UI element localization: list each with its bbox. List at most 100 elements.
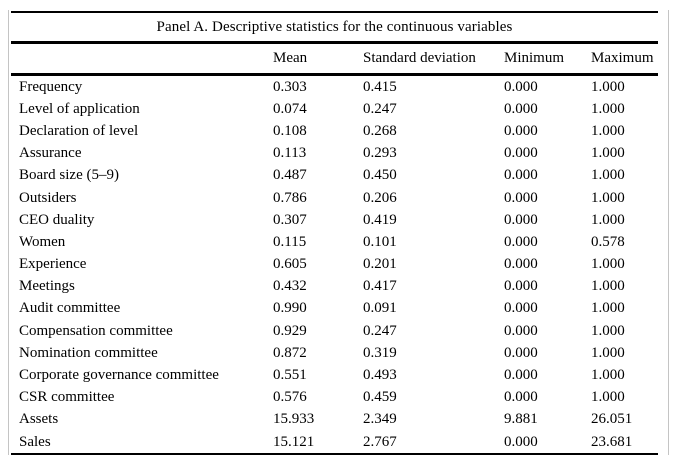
cell-sd: 0.206 [363,189,397,206]
cell-max: 26.051 [591,411,633,428]
cell-mean: 0.990 [273,300,307,317]
cell-mean: 0.872 [273,344,307,361]
cell-max: 0.578 [591,233,625,250]
row-label: Women [19,233,66,250]
cell-max: 1.000 [591,167,625,184]
rule-top [11,11,658,13]
cell-max: 23.681 [591,433,633,450]
cell-mean: 0.307 [273,211,307,228]
cell-min: 0.000 [504,78,538,95]
cell-max: 1.000 [591,300,625,317]
cell-mean: 0.551 [273,367,307,384]
row-label: Audit committee [19,300,121,317]
cell-sd: 0.319 [363,344,397,361]
column-header-mean: Mean [273,50,308,66]
cell-mean: 15.933 [273,411,315,428]
cell-max: 1.000 [591,100,625,117]
column-header-min: Minimum [504,50,565,66]
cell-max: 1.000 [591,211,625,228]
cell-min: 0.000 [504,322,538,339]
cell-max: 1.000 [591,145,625,162]
cell-mean: 0.108 [273,122,307,139]
cell-sd: 0.415 [363,78,397,95]
table-row: Experience 0.605 0.201 0.000 1.000 [11,254,658,276]
row-label: Nomination committee [19,344,158,361]
cell-sd: 0.459 [363,389,397,406]
cell-max: 1.000 [591,322,625,339]
cell-mean: 0.487 [273,167,307,184]
cell-max: 1.000 [591,278,625,295]
cell-mean: 0.303 [273,78,307,95]
cell-mean: 0.432 [273,278,307,295]
cell-min: 0.000 [504,189,538,206]
column-header-max: Maximum [591,50,654,66]
row-label: CEO duality [19,211,95,228]
row-label: Experience [19,256,87,273]
cell-sd: 0.417 [363,278,397,295]
table-row: Nomination committee 0.872 0.319 0.000 1… [11,342,658,364]
row-label: Assets [19,411,59,428]
cell-min: 0.000 [504,122,538,139]
table-row: CEO duality 0.307 0.419 0.000 1.000 [11,209,658,231]
cell-mean: 15.121 [273,433,315,450]
row-label: Meetings [19,278,75,295]
row-label: Declaration of level [19,122,139,139]
table-row: Board size (5–9) 0.487 0.450 0.000 1.000 [11,165,658,187]
row-label: Frequency [19,78,83,95]
column-header-row: Mean Standard deviation Minimum Maximum [11,44,658,73]
table-row: Outsiders 0.786 0.206 0.000 1.000 [11,187,658,209]
table-row: Audit committee 0.990 0.091 0.000 1.000 [11,298,658,320]
cell-min: 0.000 [504,389,538,406]
cell-mean: 0.576 [273,389,307,406]
cell-sd: 0.201 [363,256,397,273]
cell-min: 0.000 [504,300,538,317]
rule-below-title [11,41,658,44]
table-row: Women 0.115 0.101 0.000 0.578 [11,231,658,253]
cell-min: 0.000 [504,211,538,228]
cell-sd: 0.450 [363,167,397,184]
cell-min: 0.000 [504,278,538,295]
cell-sd: 0.247 [363,100,397,117]
cell-max: 1.000 [591,256,625,273]
table-row: CSR committee 0.576 0.459 0.000 1.000 [11,387,658,409]
table-row: Assets 15.933 2.349 9.881 26.051 [11,409,658,431]
row-label: Sales [19,433,51,450]
row-label: Board size (5–9) [19,167,119,184]
cell-mean: 0.786 [273,189,307,206]
cell-mean: 0.115 [273,233,307,250]
cell-max: 1.000 [591,189,625,206]
cell-mean: 0.929 [273,322,307,339]
cell-sd: 2.767 [363,433,397,450]
cell-max: 1.000 [591,389,625,406]
cell-mean: 0.605 [273,256,307,273]
panel-title-row: Panel A. Descriptive statistics for the … [11,13,658,41]
row-label: Corporate governance committee [19,367,219,384]
table-row: Compensation committee 0.929 0.247 0.000… [11,320,658,342]
cell-sd: 0.293 [363,145,397,162]
rule-below-headers [11,73,658,76]
cell-min: 0.000 [504,145,538,162]
cell-min: 0.000 [504,100,538,117]
cell-mean: 0.074 [273,100,307,117]
rule-bottom [11,453,658,456]
cell-min: 0.000 [504,367,538,384]
table-row: Meetings 0.432 0.417 0.000 1.000 [11,276,658,298]
cell-max: 1.000 [591,344,625,361]
cell-min: 0.000 [504,233,538,250]
table-row: Frequency 0.303 0.415 0.000 1.000 [11,76,658,98]
table-row: Declaration of level 0.108 0.268 0.000 1… [11,120,658,142]
cell-max: 1.000 [591,367,625,384]
table-body: Frequency 0.303 0.415 0.000 1.000 Level … [11,76,658,453]
row-label: Outsiders [19,189,77,206]
row-label: CSR committee [19,389,115,406]
statistics-table: Panel A. Descriptive statistics for the … [11,11,658,456]
panel-title: Panel A. Descriptive statistics for the … [156,18,513,35]
cell-min: 0.000 [504,433,538,450]
cell-max: 1.000 [591,78,625,95]
table-row: Corporate governance committee 0.551 0.4… [11,364,658,386]
cell-min: 9.881 [504,411,538,428]
table-row: Sales 15.121 2.767 0.000 23.681 [11,431,658,453]
row-label: Level of application [19,100,140,117]
cell-mean: 0.113 [273,145,307,162]
row-label: Assurance [19,145,82,162]
